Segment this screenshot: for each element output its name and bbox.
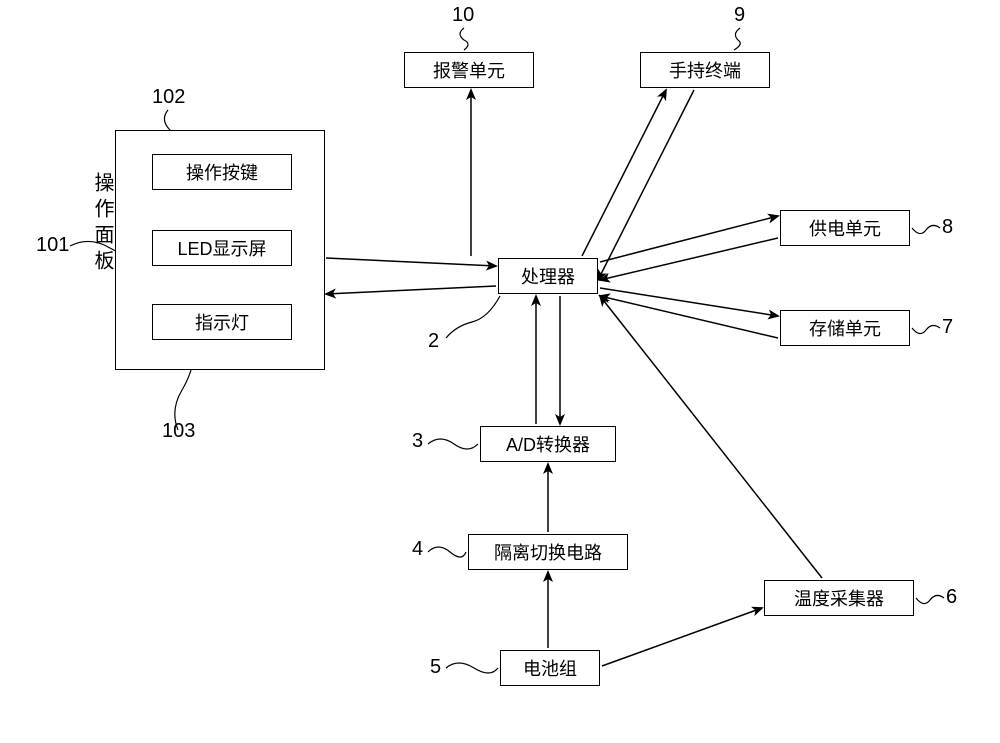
label-8: 8 — [942, 216, 953, 239]
processor: 处理器 — [498, 258, 598, 294]
power-unit: 供电单元 — [780, 210, 910, 246]
alarm-unit: 报警单元 — [404, 52, 534, 88]
operation-buttons: 操作按键 — [152, 154, 292, 190]
label-6: 6 — [946, 586, 957, 609]
handheld-terminal: 手持终端 — [640, 52, 770, 88]
label-9: 9 — [734, 4, 745, 27]
label-5: 5 — [430, 656, 441, 679]
label-102: 102 — [152, 86, 185, 109]
temperature-collector: 温度采集器 — [764, 580, 914, 616]
label-2: 2 — [428, 330, 439, 353]
indicator-light: 指示灯 — [152, 304, 292, 340]
label-3: 3 — [412, 430, 423, 453]
connections-layer — [0, 0, 1000, 743]
led-screen: LED显示屏 — [152, 230, 292, 266]
storage-unit: 存储单元 — [780, 310, 910, 346]
operation-panel-label: 操作面板 — [88, 172, 117, 276]
label-103: 103 — [162, 420, 195, 443]
battery-pack: 电池组 — [500, 650, 600, 686]
isolation-switch: 隔离切换电路 — [468, 534, 628, 570]
label-7: 7 — [942, 316, 953, 339]
ad-converter: A/D转换器 — [480, 426, 616, 462]
label-4: 4 — [412, 538, 423, 561]
label-101: 101 — [36, 234, 69, 257]
label-10: 10 — [452, 4, 474, 27]
